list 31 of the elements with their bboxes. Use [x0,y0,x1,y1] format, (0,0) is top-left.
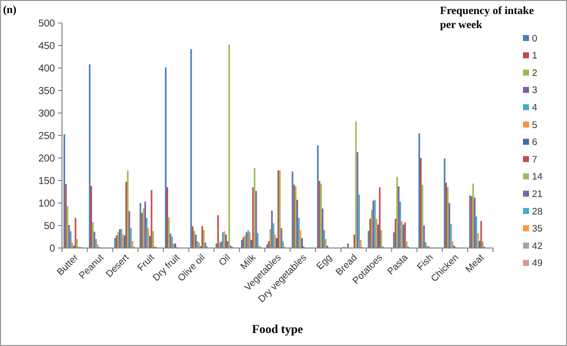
y-tick-label: 300 [38,108,56,120]
legend-label: 35 [532,224,543,235]
legend-label: 42 [532,240,543,252]
legend-label: 0 [532,33,538,44]
y-tick-label: 450 [38,41,56,52]
legend-label: 1 [532,50,538,62]
legend-label: 3 [532,85,538,96]
y-axis-title: (n) [3,4,17,16]
x-tick-label: Egg [314,252,334,272]
y-tick-label: 250 [38,131,56,142]
legend-label: 49 [532,258,543,270]
legend-label: 28 [532,206,543,218]
legend-label: 6 [532,137,538,148]
legend-label: 14 [532,172,543,183]
legend-label: 21 [532,189,543,200]
y-tick-label: 350 [38,86,56,97]
legend-label: 4 [532,102,538,114]
x-axis-title: Food type [252,322,304,336]
y-tick-label: 400 [38,64,56,74]
legend-label: 7 [532,154,538,166]
y-tick-label: 100 [38,198,56,210]
y-tick-label: 500 [38,18,56,30]
legend-label: 5 [532,120,538,131]
legend-label: 2 [532,68,538,79]
x-tick-label: Fish [415,252,436,273]
y-tick-label: 50 [44,221,56,232]
y-tick-label: 200 [38,154,56,164]
y-tick-label: 0 [49,244,56,254]
text: Frequency of intake per week [440,5,534,31]
x-tick-label: Oil [216,252,233,268]
y-tick-label: 150 [38,176,56,187]
